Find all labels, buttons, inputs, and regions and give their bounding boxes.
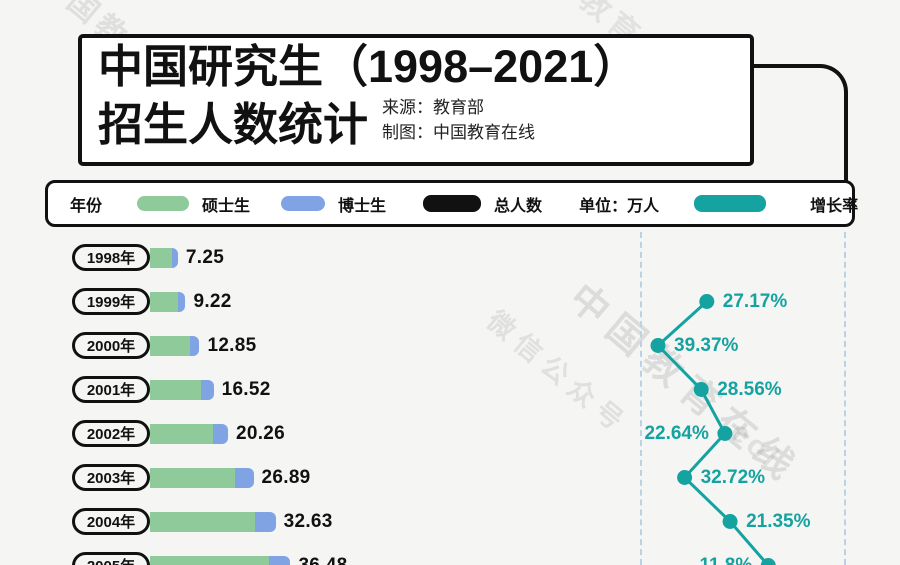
masters-bar-segment — [150, 379, 202, 400]
page-title-line2: 招生人数统计 — [98, 99, 369, 151]
total-value: 9.22 — [193, 290, 232, 312]
year-row: 2000年 12.85 — [72, 332, 347, 359]
year-row: 2004年 32.63 — [72, 508, 347, 535]
doctors-bar-segment — [269, 555, 291, 565]
doctors-bar-segment — [189, 335, 200, 356]
growth-swatch — [694, 195, 767, 212]
source-line: 来源：教育部 — [382, 97, 485, 117]
enrollment-bar — [150, 379, 214, 400]
growth-dot — [722, 514, 738, 529]
year-pill: 2003年 — [72, 464, 150, 491]
total-value: 26.89 — [261, 466, 311, 488]
masters-bar-segment — [150, 335, 190, 356]
legend: 年份 硕士生 博士生 总人数 单位：万人 增长率 — [45, 180, 859, 227]
doctors-bar-segment — [255, 511, 276, 532]
dashed-gridline-left — [640, 232, 642, 565]
dashed-gridline-right — [844, 232, 846, 565]
rows: 1998年 7.25 1999年 9.22 2000年 12.85 2001年 16.52 20… — [72, 244, 347, 565]
growth-value-label: 21.35% — [746, 510, 811, 532]
doctors-bar-segment — [178, 291, 186, 312]
enrollment-bar — [150, 335, 200, 356]
year-row: 1998年 7.25 — [72, 244, 347, 271]
year-row: 2002年 20.26 — [72, 420, 347, 447]
source-block: 来源：教育部 制图：中国教育在线 — [382, 95, 535, 150]
growth-value-label: 39.37% — [674, 334, 739, 356]
year-row: 1999年 9.22 — [72, 288, 347, 315]
year-row: 2003年 26.89 — [72, 464, 347, 491]
legend-growth-label: 增长率 — [810, 197, 859, 215]
growth-dot — [677, 470, 693, 485]
doctors-swatch — [281, 196, 326, 211]
growth-dot — [760, 558, 776, 565]
year-pill: 1999年 — [72, 288, 150, 315]
year-row: 2005年 36.48 — [72, 552, 347, 565]
doctors-bar-segment — [201, 379, 214, 400]
growth-value-label: 32.72% — [700, 466, 766, 488]
legend-doctors-label: 博士生 — [338, 197, 387, 215]
growth-dot — [650, 338, 666, 353]
enrollment-bar — [150, 291, 186, 312]
year-row: 2001年 16.52 — [72, 376, 347, 403]
masters-bar-segment — [150, 467, 235, 488]
growth-value-label: 22.64% — [644, 422, 709, 444]
legend-masters-label: 硕士生 — [202, 197, 251, 215]
enrollment-bar — [150, 467, 254, 488]
watermark-text: 微信公众号 — [481, 305, 635, 441]
masters-bar-segment — [150, 511, 256, 532]
total-value: 32.63 — [283, 510, 333, 532]
enrollment-bar — [150, 247, 178, 268]
year-pill: 2001年 — [72, 376, 150, 403]
legend-total-label: 总人数 — [494, 197, 543, 215]
page-title-line1: 中国研究生（1998–2021） — [98, 41, 639, 92]
masters-bar-segment — [150, 423, 214, 444]
total-value: 16.52 — [221, 378, 271, 400]
masters-bar-segment — [150, 555, 270, 565]
total-value: 7.25 — [185, 246, 225, 268]
masters-bar-segment — [150, 247, 173, 268]
enrollment-bar — [150, 511, 276, 532]
year-pill: 2000年 — [72, 332, 150, 359]
total-value: 36.48 — [298, 554, 348, 565]
growth-value-label: 11.8% — [699, 554, 753, 565]
title-box: 中国研究生（1998–2021） 招生人数统计 来源：教育部 制图：中国教育在线 — [78, 34, 754, 166]
doctors-bar-segment — [213, 423, 228, 444]
legend-unit-label: 单位：万人 — [579, 197, 660, 215]
masters-bar-segment — [150, 291, 179, 312]
growth-value-label: 27.17% — [722, 290, 788, 312]
card-border-corner — [720, 64, 848, 188]
enrollment-bar — [150, 555, 291, 565]
growth-dot — [693, 382, 709, 397]
year-pill: 1998年 — [72, 244, 150, 271]
year-pill: 2002年 — [72, 420, 150, 447]
doctors-bar-segment — [234, 467, 254, 488]
growth-dot — [717, 426, 733, 441]
total-value: 12.85 — [207, 334, 257, 356]
growth-dot — [699, 294, 715, 309]
enrollment-bar — [150, 423, 228, 444]
growth-value-label: 28.56% — [717, 378, 782, 400]
total-value: 20.26 — [235, 422, 286, 444]
year-pill: 2005年 — [72, 552, 150, 565]
legend-year-label: 年份 — [70, 197, 103, 215]
year-pill: 2004年 — [72, 508, 150, 535]
masters-swatch — [137, 196, 190, 211]
doctors-bar-segment — [172, 247, 178, 268]
chartmaker-line: 制图：中国教育在线 — [382, 122, 536, 142]
total-swatch — [423, 195, 482, 212]
